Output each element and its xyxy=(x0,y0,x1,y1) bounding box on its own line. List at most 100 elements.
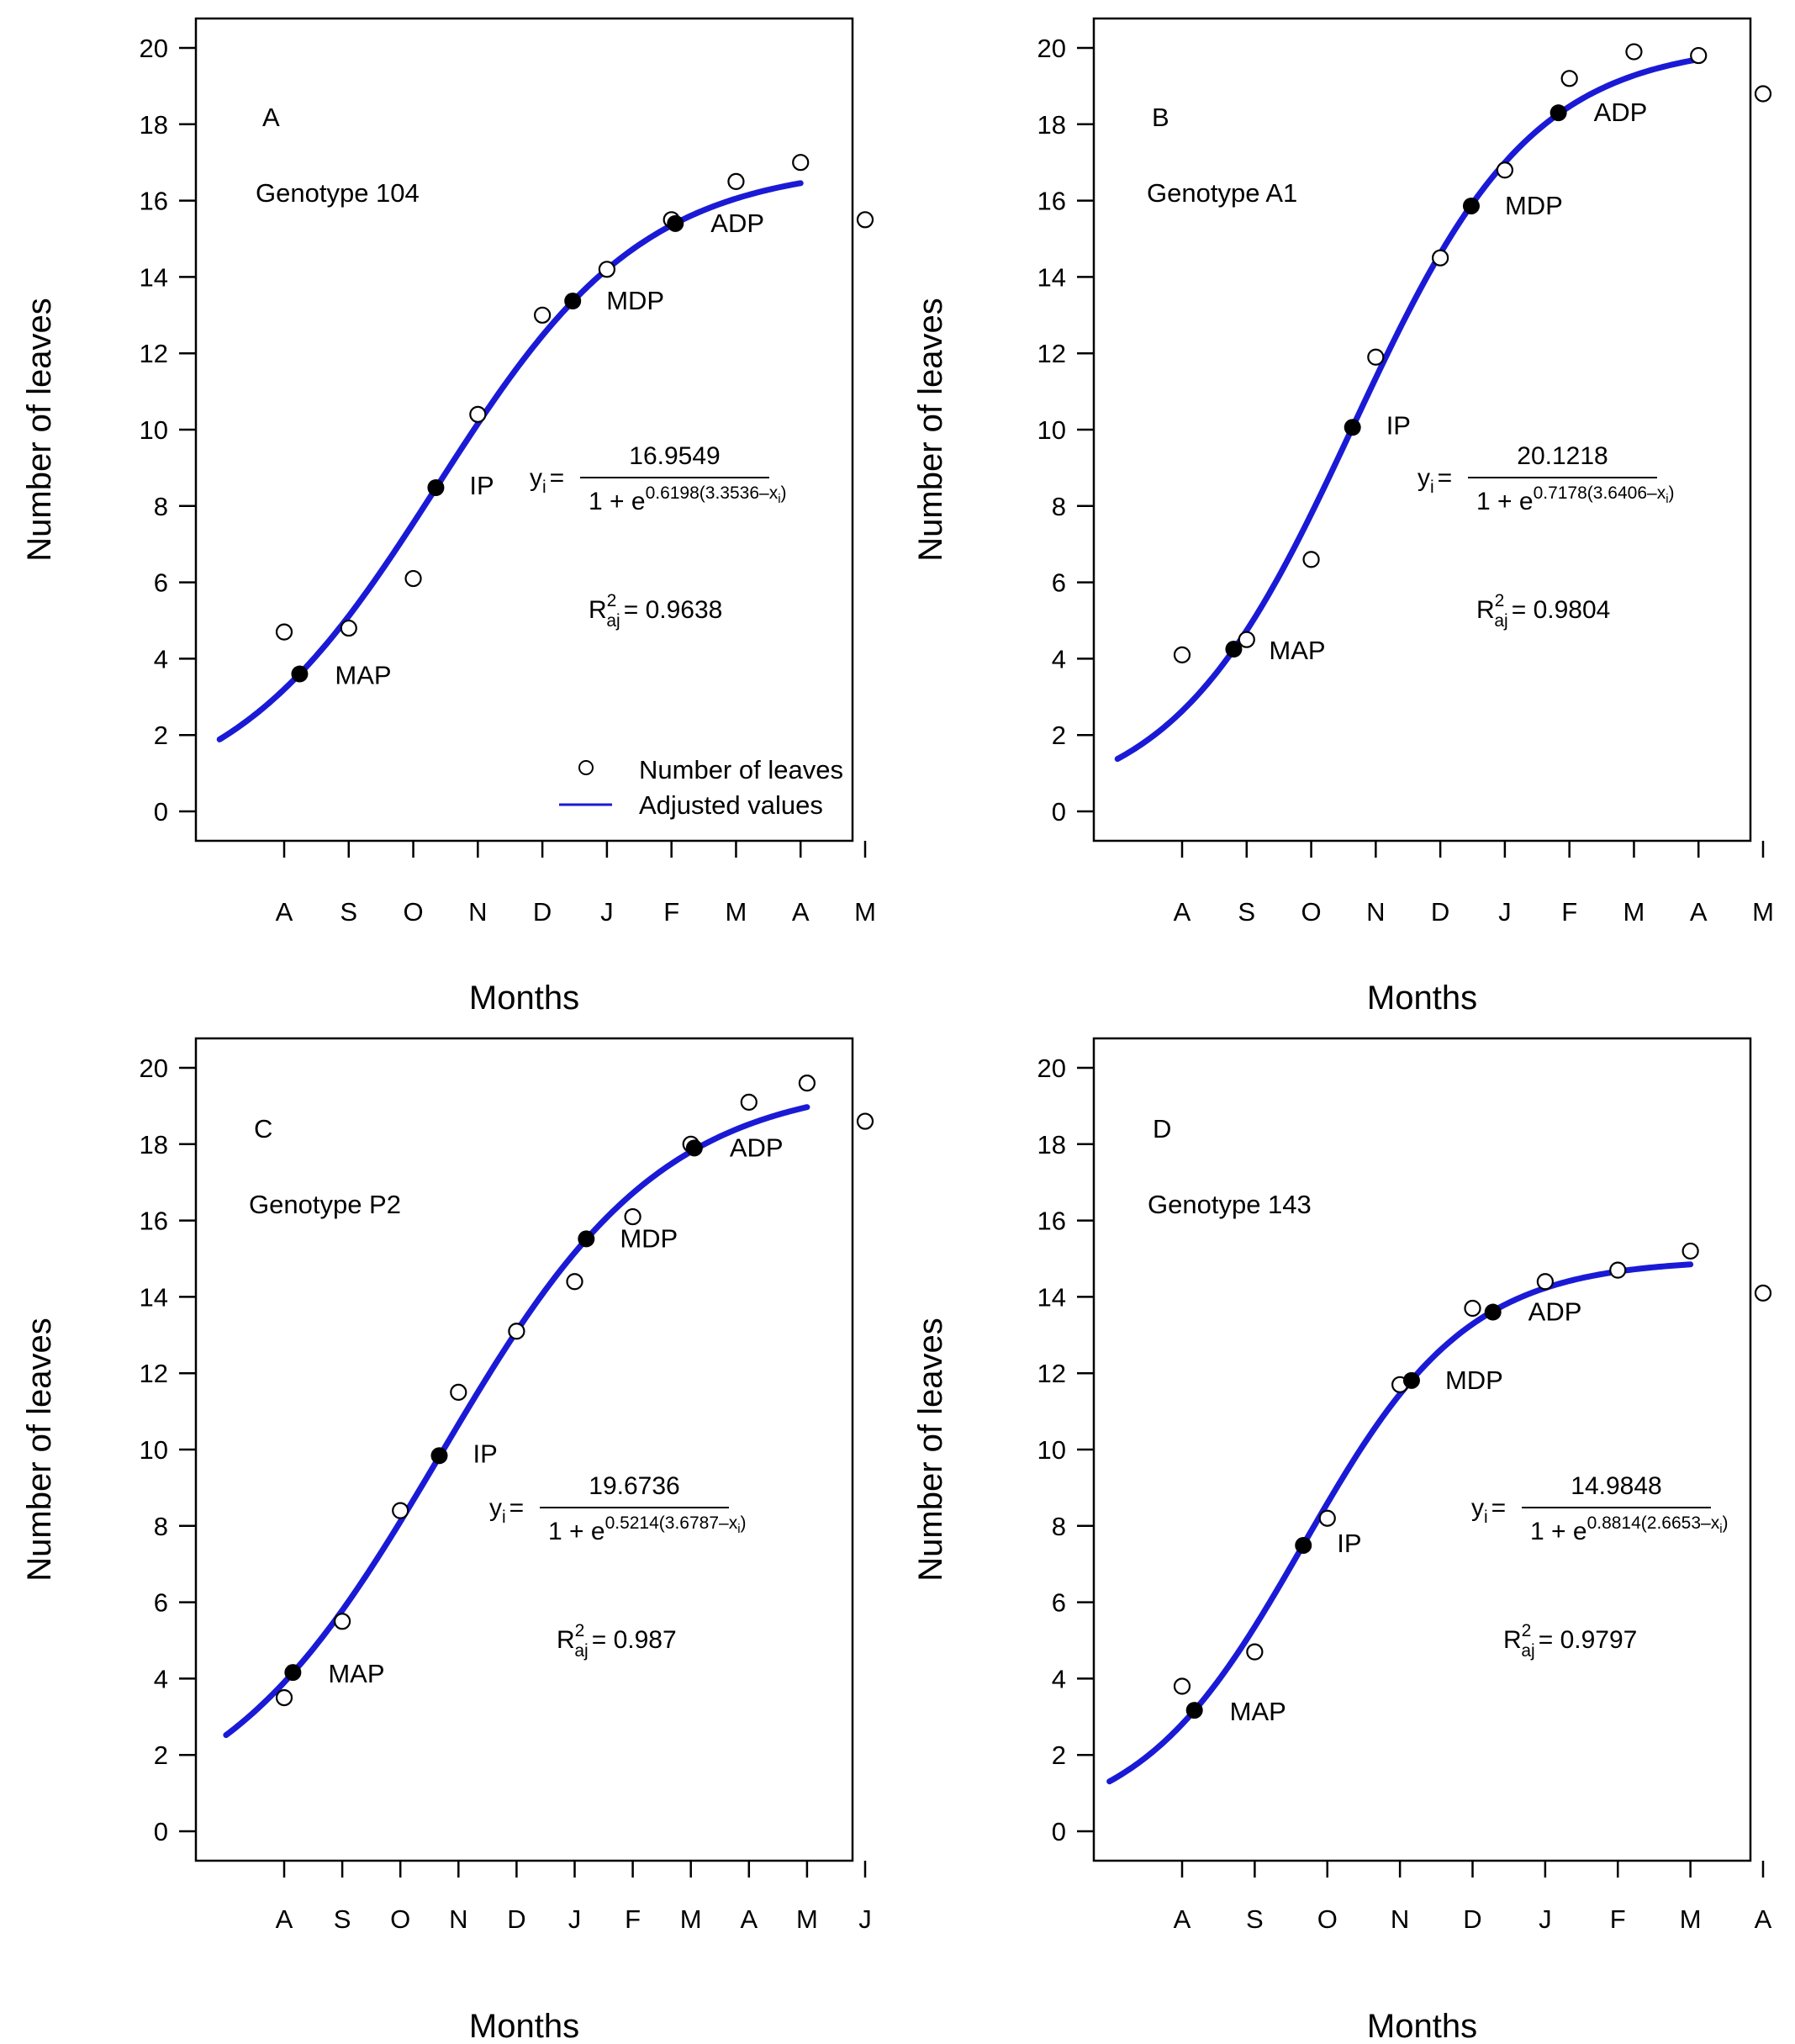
critical-point-adp xyxy=(667,214,684,232)
observed-point xyxy=(334,1613,351,1630)
critical-point-label: ADP xyxy=(710,209,764,238)
observed-point xyxy=(469,405,487,423)
x-tick-label: J xyxy=(1498,897,1512,927)
y-tick-label: 12 xyxy=(140,339,168,368)
plot-frame xyxy=(1092,1037,1752,1862)
equation-numerator: 16.9549 xyxy=(629,442,720,470)
panel-letter: A xyxy=(262,103,280,132)
equation-numerator: 20.1218 xyxy=(1517,442,1608,470)
equation-lhs: yi = xyxy=(489,1494,524,1527)
r-squared: R2 aj = 0.9638 xyxy=(589,591,722,631)
observed-point xyxy=(275,623,293,641)
fit-equation: yi = 20.1218 1 + e0.7178(3.6406–xi) xyxy=(1418,442,1675,515)
critical-point-label: IP xyxy=(469,471,494,500)
observed-point xyxy=(856,1112,874,1130)
critical-point-ip xyxy=(1344,419,1361,436)
y-tick-label: 4 xyxy=(1052,644,1066,673)
observed-point xyxy=(1681,1242,1699,1260)
x-tick-label: N xyxy=(449,1904,467,1934)
panel-letter: B xyxy=(1152,103,1169,132)
y-tick-label: 14 xyxy=(140,262,168,292)
y-axis-title: Number of leaves xyxy=(912,1318,949,1581)
x-axis-title: Months xyxy=(469,980,579,1017)
critical-point-label: MAP xyxy=(1269,636,1325,665)
x-tick-label: O xyxy=(390,1904,410,1934)
y-tick-label: 8 xyxy=(1052,1512,1066,1541)
x-tick-label: F xyxy=(625,1904,641,1934)
y-tick-label: 20 xyxy=(1037,34,1066,63)
critical-point-label: MDP xyxy=(1505,191,1563,220)
observed-point xyxy=(1318,1509,1336,1527)
x-tick-label: M xyxy=(726,897,747,927)
equation-numerator: 19.6736 xyxy=(589,1472,679,1500)
critical-point-label: MDP xyxy=(620,1223,678,1253)
observed-point xyxy=(1432,249,1449,267)
fit-equation: yi = 16.9549 1 + e0.6198(3.3536–xi) xyxy=(530,442,787,515)
critical-point-map xyxy=(1225,641,1243,658)
equation-lhs: yi = xyxy=(1471,1494,1506,1527)
x-tick-label: D xyxy=(507,1904,525,1934)
y-tick-label: 0 xyxy=(154,1817,168,1846)
x-tick-label: F xyxy=(1561,897,1577,927)
x-tick-label: O xyxy=(403,897,423,927)
chart-panel-c: 0 2 4 6 8 10 12 14 16 18 20 A S O N D J F M A M J Months Number… xyxy=(0,1020,898,2044)
y-tick-label: 2 xyxy=(154,1740,168,1770)
critical-point-mdp xyxy=(564,293,582,310)
critical-point-adp xyxy=(1484,1303,1502,1321)
observed-point xyxy=(1560,70,1578,87)
observed-point xyxy=(1690,46,1708,65)
critical-point-ip xyxy=(1295,1536,1312,1554)
x-tick-label: N xyxy=(1391,1904,1409,1934)
x-tick-label: D xyxy=(1463,1904,1481,1934)
x-tick-label: N xyxy=(468,897,487,927)
panel-letter: D xyxy=(1153,1114,1171,1143)
observed-point xyxy=(792,154,810,172)
x-tick-label: A xyxy=(1174,1904,1191,1934)
x-tick-label: D xyxy=(533,897,552,927)
observed-point xyxy=(1754,85,1772,103)
x-tick-label: A xyxy=(276,1904,293,1934)
critical-point-label: IP xyxy=(473,1439,497,1468)
observed-point xyxy=(1464,1299,1481,1318)
genotype-label: Genotype P2 xyxy=(249,1190,401,1219)
x-tick-label: M xyxy=(796,1904,818,1934)
critical-point-adp xyxy=(685,1139,703,1157)
y-tick-label: 0 xyxy=(1052,1817,1066,1846)
equation-numerator: 14.9848 xyxy=(1571,1472,1661,1500)
y-tick-label: 18 xyxy=(1037,110,1066,140)
observed-point xyxy=(508,1323,525,1340)
y-tick-label: 8 xyxy=(154,1512,168,1541)
observed-point xyxy=(534,306,552,324)
observed-point xyxy=(1609,1261,1627,1279)
x-tick-label: J xyxy=(1539,1904,1552,1934)
x-tick-label: N xyxy=(1366,897,1385,927)
critical-point-label: IP xyxy=(1337,1529,1361,1558)
y-tick-label: 10 xyxy=(1037,415,1066,445)
y-tick-label: 2 xyxy=(1052,1740,1066,1770)
x-tick-label: A xyxy=(276,897,293,927)
observed-point xyxy=(624,1207,641,1226)
fit-equation: yi = 14.9848 1 + e0.8814(2.6653–xi) xyxy=(1471,1472,1729,1545)
equation-lhs: yi = xyxy=(530,464,564,497)
plot-frame xyxy=(194,17,854,842)
x-tick-label: M xyxy=(854,897,876,927)
observed-point xyxy=(566,1273,583,1291)
critical-point-map xyxy=(1185,1702,1203,1719)
observed-point xyxy=(404,569,422,588)
critical-point-mdp xyxy=(1462,197,1480,214)
equation-denominator: 1 + e0.5214(3.6787–xi) xyxy=(548,1513,747,1545)
x-tick-label: O xyxy=(1317,1904,1338,1934)
y-tick-label: 10 xyxy=(140,1435,168,1465)
critical-point-label: MAP xyxy=(328,1659,384,1688)
equation-denominator: 1 + e0.7178(3.6406–xi) xyxy=(1476,483,1675,515)
observed-point xyxy=(798,1075,816,1092)
x-tick-label: M xyxy=(1752,897,1774,927)
y-tick-label: 10 xyxy=(140,415,168,445)
y-tick-label: 4 xyxy=(154,1664,168,1693)
x-tick-label: M xyxy=(1623,897,1645,927)
chart-svg: 0 2 4 6 8 10 12 14 16 18 20 A S O N D J F M A M Months Number … xyxy=(21,17,876,1017)
y-tick-label: 18 xyxy=(140,1130,168,1159)
observed-point xyxy=(1246,1643,1264,1661)
plot-frame xyxy=(1092,17,1752,842)
